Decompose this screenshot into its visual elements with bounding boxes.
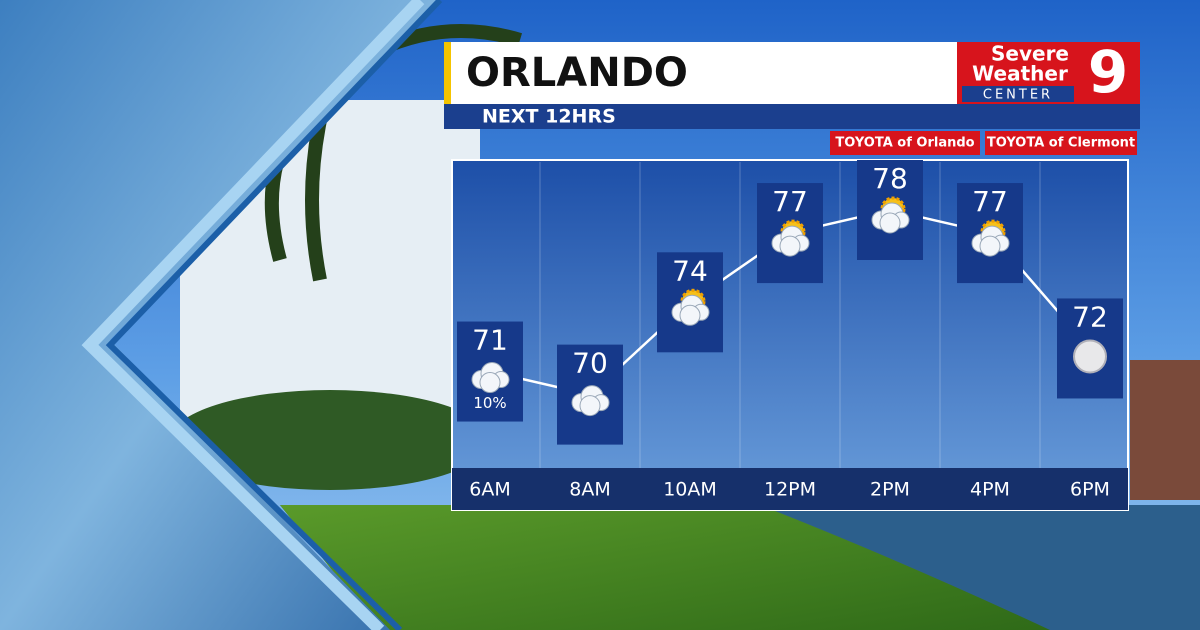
cloud-part — [979, 235, 1001, 257]
title-accent — [444, 42, 451, 104]
logo-text: CENTER — [983, 88, 1053, 103]
temp-box: 77 — [957, 183, 1023, 284]
logo-text: Weather — [972, 62, 1068, 86]
cloud-part — [879, 212, 901, 234]
title-bar — [444, 42, 958, 104]
sponsor-box — [830, 131, 980, 155]
temp-box: 72 — [1057, 298, 1123, 399]
temp-label: 77 — [772, 185, 808, 218]
temp-box: 71 10% — [457, 321, 523, 422]
x-tick-label: 6AM — [469, 479, 510, 501]
temp-box: 78 — [857, 160, 923, 260]
temp-label: 77 — [972, 185, 1008, 218]
x-tick-label: 4PM — [970, 479, 1010, 501]
chart-panel: 71 10% 6AM 70 8AM 74 10AM 77 12PM 78 2PM 77 4PM 72 6PM — [451, 159, 1129, 511]
chart-title: ORLANDO — [466, 50, 688, 96]
chart-subtitle: NEXT 12HRS — [482, 106, 616, 128]
sponsor-box — [985, 131, 1137, 155]
x-tick-label: 2PM — [870, 479, 910, 501]
temp-box: 77 — [757, 183, 823, 284]
cloud-part — [679, 304, 701, 326]
moon — [1073, 339, 1107, 374]
temp-box: 70 — [557, 344, 623, 445]
sponsor: TOYOTA of Clermont — [987, 136, 1135, 151]
temp-label: 72 — [1072, 300, 1108, 333]
sponsor: TOYOTA of Orlando — [835, 136, 974, 151]
temp-label: 70 — [572, 347, 608, 380]
x-tick-label: 12PM — [764, 479, 816, 501]
cloud-part — [579, 395, 601, 417]
header: ORLANDO NEXT 12HRS Severe Weather CENTER… — [444, 38, 1140, 155]
subtitle-bar — [444, 104, 1140, 129]
logo-number: 9 — [1088, 38, 1128, 106]
temp-label: 78 — [872, 162, 908, 195]
x-tick-label: 10AM — [663, 479, 717, 501]
temp-label: 71 — [472, 324, 508, 357]
precip-label: 10% — [473, 394, 506, 412]
temp-label: 74 — [672, 254, 708, 287]
cloud-part — [479, 372, 501, 394]
logo-text: Severe — [991, 42, 1069, 66]
x-tick-label: 6PM — [1070, 479, 1110, 501]
cloud-part — [779, 235, 801, 257]
x-tick-label: 8AM — [569, 479, 610, 501]
temp-box: 74 — [657, 252, 723, 353]
